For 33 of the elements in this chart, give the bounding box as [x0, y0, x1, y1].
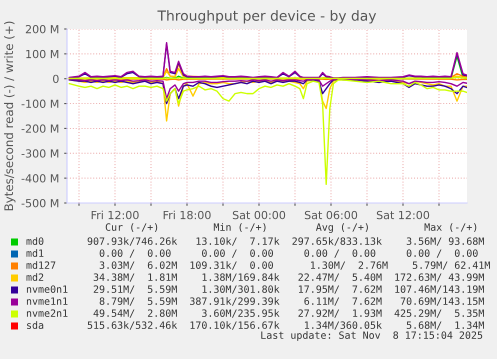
- text: 34.38M/ 1.81M 1.38M/169.84k 22.47M/ 5.40M 172.63M/ 43.99M: [94, 273, 484, 282]
- x-tick-label: Sat 00:00: [232, 210, 286, 220]
- text: 0.00 / 0.00 0.00 / 0.00 0.00 / 0.00 0.00 / 0.00: [100, 249, 478, 258]
- y-tick-label: -100 M: [22, 100, 58, 108]
- text: 907.93k/746.26k 13.10k/ 7.17k 297.65k/833.13k 3.56M/ 93.68M: [88, 237, 484, 246]
- legend-label: sda: [27, 321, 44, 329]
- x-tick-label: Fri 18:00: [164, 210, 211, 220]
- legend-label: nvme2n1: [26, 309, 68, 317]
- x-tick-label: Sat 06:00: [304, 210, 358, 220]
- text: 8.79M/ 5.59M 387.91k/299.39k 6.11M/ 7.62M 70.69M/143.15M: [100, 297, 484, 306]
- legend-label: nvme0n1: [26, 285, 68, 293]
- x-tick-label: Fri 12:00: [92, 210, 139, 220]
- y-tick-label: -200 M: [22, 124, 58, 133]
- text: 515.63k/532.46k 170.10k/156.67k 1.34M/360.05k 5.68M/ 1.34M: [88, 321, 484, 330]
- legend-label: md1: [26, 249, 44, 257]
- y-tick-label: 100 M: [26, 50, 58, 58]
- legend-label: md127: [26, 261, 56, 269]
- text: Cur (-/+) Min (-/+) Avg (-/+) Max (-/+): [106, 223, 476, 233]
- text: 29.51M/ 5.59M 1.30M/301.80k 17.95M/ 7.62M 107.46M/143.19M: [94, 285, 484, 294]
- y-tick-label: -400 M: [22, 174, 58, 183]
- chart-title: Throughput per device - by day: [157, 10, 376, 24]
- legend-label: nvme1n1: [26, 297, 68, 305]
- x-tick-label: Sat 12:00: [376, 210, 430, 220]
- y-tick-label: -300 M: [22, 149, 58, 158]
- text: 49.54M/ 2.80M 3.60M/235.95k 27.92M/ 1.93M 425.29M/ 5.35M: [94, 309, 484, 318]
- y-tick-label: 0: [53, 74, 59, 84]
- y-axis-title: Bytes/second read (-) / write (+): [4, 22, 16, 210]
- y-tick-label: -500 M: [22, 198, 58, 208]
- y-tick-label: 200 M: [26, 24, 58, 34]
- legend-label: md2: [26, 273, 44, 281]
- text: 3.03M/ 6.02M 109.31k/ 0.00 1.30M/ 2.76M 5.79M/ 62.41M: [100, 261, 490, 270]
- legend-label: md0: [26, 237, 44, 245]
- text: Last update: Sat Nov 8 17:15:04 2025: [261, 331, 482, 341]
